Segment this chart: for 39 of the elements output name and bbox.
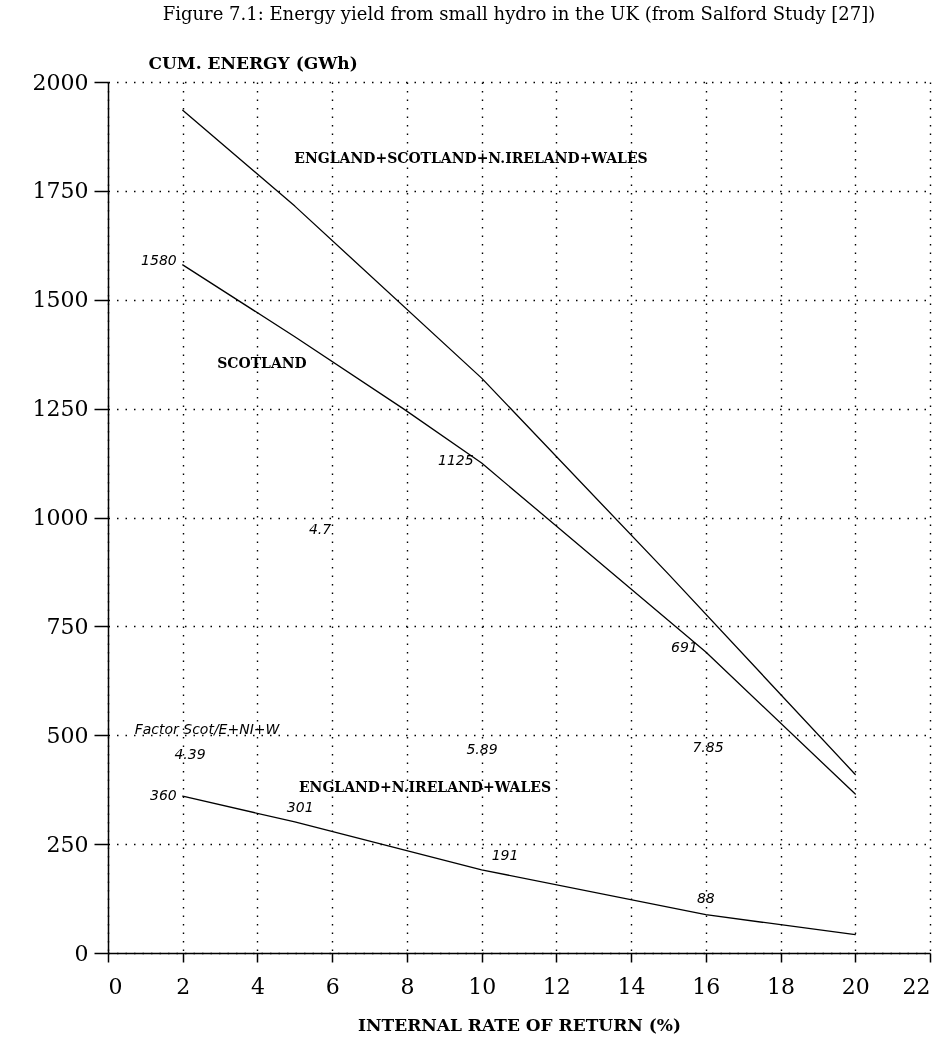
x-tick-label: 6 xyxy=(325,973,340,999)
annotation: 360 xyxy=(149,787,177,804)
y-tick-label: 0 xyxy=(74,940,89,966)
y-tick-label: 1000 xyxy=(32,505,89,530)
annotation: 4.39 xyxy=(174,746,206,762)
x-tick-label: 16 xyxy=(692,973,721,999)
annotation: 1125 xyxy=(438,452,474,469)
annotation: 301 xyxy=(286,798,314,815)
series-label: SCOTLAND xyxy=(217,355,307,371)
y-axis-title: CUM. ENERGY (GWh) xyxy=(148,52,358,73)
x-tick-label: 18 xyxy=(767,973,796,999)
x-tick-label: 22 xyxy=(902,973,931,999)
annotation: 191 xyxy=(491,846,519,863)
x-tick-label: 8 xyxy=(400,973,415,999)
series-label: ENGLAND+N.IRELAND+WALES xyxy=(298,779,552,795)
annotation: 7.85 xyxy=(692,739,724,755)
x-tick-label: 2 xyxy=(176,973,191,999)
x-tick-label: 4 xyxy=(250,973,265,999)
x-axis-title: INTERNAL RATE OF RETURN (%) xyxy=(358,1014,681,1035)
chart-title: Figure 7.1: Energy yield from small hydro in the UK (from Salford Study [27]) xyxy=(162,3,876,24)
x-tick-label: 14 xyxy=(617,973,646,999)
x-tick-label: 20 xyxy=(841,973,870,999)
annotation: 5.89 xyxy=(466,741,498,757)
y-tick-label: 1500 xyxy=(32,287,89,313)
annotation: Factor Scot/E+NI+W xyxy=(134,721,281,737)
annotation: 691 xyxy=(671,639,698,656)
annotation: 1580 xyxy=(141,251,177,268)
y-tick-label: 750 xyxy=(46,613,89,639)
x-tick-label: 0 xyxy=(108,973,123,999)
y-tick-label: 500 xyxy=(46,722,89,748)
text: ENGLAND+SCOTLAND+N.IRELAND+WALES xyxy=(294,150,648,166)
annotation: 88 xyxy=(696,889,715,906)
y-tick-label: 250 xyxy=(46,831,89,857)
annotation: 4.7 xyxy=(308,521,332,537)
y-tick-label: 1250 xyxy=(32,396,89,422)
y-tick-label: 1750 xyxy=(32,178,89,204)
x-tick-label: 12 xyxy=(542,973,571,999)
x-tick-label: 10 xyxy=(468,973,497,999)
y-tick-label: 2000 xyxy=(32,69,89,95)
